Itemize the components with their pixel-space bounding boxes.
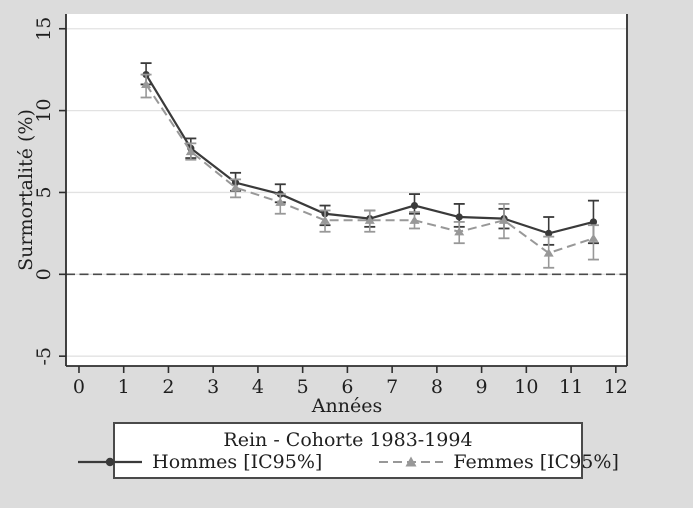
- x-tick-label: 9: [476, 376, 488, 398]
- y-tick-label: 15: [33, 17, 55, 41]
- legend-box: Rein - Cohorte 1983-1994 Hommes [IC95%] …: [78, 422, 619, 479]
- legend-title: Rein - Cohorte 1983-1994: [223, 428, 473, 451]
- x-tick-label: 1: [118, 376, 130, 398]
- femmes-data-marker: [498, 215, 509, 224]
- femmes-data-marker: [543, 248, 554, 257]
- y-tick-label: -5: [33, 347, 55, 366]
- femmes-data-marker: [185, 146, 196, 156]
- y-tick-label: 5: [33, 186, 55, 198]
- x-tick-label: 7: [386, 376, 398, 398]
- femmes-data-marker: [275, 197, 286, 206]
- femmes-data-marker: [141, 79, 152, 88]
- hommes-line-sample-icon: [78, 457, 143, 466]
- femmes-data-marker: [364, 215, 375, 224]
- x-tick-label: 12: [604, 376, 628, 398]
- femmes-series-line: [145, 83, 594, 255]
- femmes-data-marker: [454, 227, 465, 236]
- plot-area: [66, 14, 627, 366]
- x-tick-label: 0: [73, 376, 85, 398]
- legend-entries: Hommes [IC95%] Femmes [IC95%]: [77, 451, 619, 473]
- x-tick-label: 6: [341, 376, 353, 398]
- femmes-data-marker: [320, 215, 331, 224]
- legend-label-hommes: Hommes [IC95%]: [152, 450, 323, 473]
- legend-label-femmes: Femmes [IC95%]: [453, 450, 619, 473]
- y-tick-label: 0: [33, 268, 55, 280]
- x-tick-label: 2: [162, 376, 174, 398]
- x-tick-label: 3: [207, 376, 219, 398]
- hommes-data-marker: [589, 218, 598, 226]
- femmes-data-marker: [409, 215, 420, 224]
- hommes-data-marker: [410, 201, 419, 210]
- femmes-data-marker: [230, 182, 241, 192]
- x-tick-label: 11: [559, 376, 583, 398]
- femmes-data-marker: [588, 233, 599, 242]
- hommes-data-marker: [455, 213, 463, 221]
- y-tick-label: 10: [33, 99, 55, 123]
- legend-spacer: [331, 461, 369, 462]
- x-tick-label: 8: [431, 376, 443, 398]
- femmes-line-sample-icon: [379, 456, 444, 466]
- x-tick-label: 5: [297, 376, 309, 398]
- y-axis-title: Surmortalité (%): [15, 109, 37, 271]
- hommes-data-marker: [545, 229, 553, 237]
- x-axis-title: Années: [311, 395, 382, 417]
- x-tick-label: 10: [514, 376, 538, 398]
- x-tick-label: 4: [252, 376, 264, 398]
